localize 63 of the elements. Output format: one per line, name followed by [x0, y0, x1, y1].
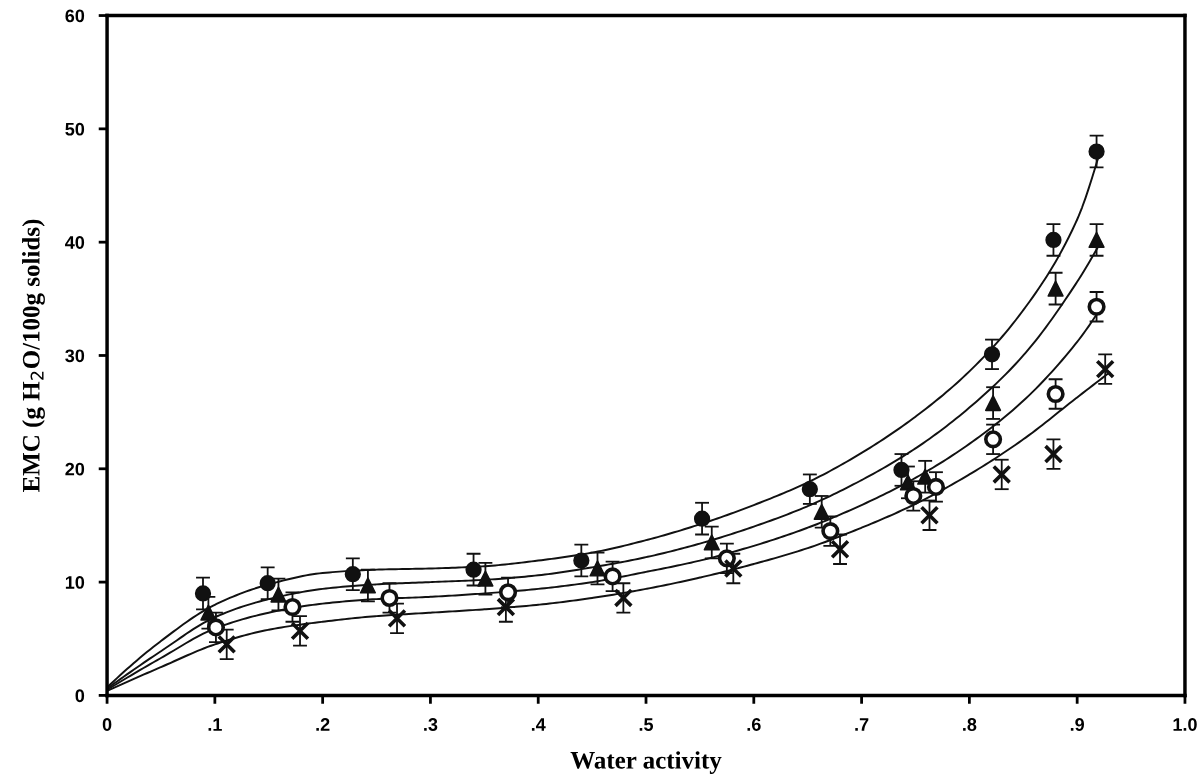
x-tick-label: .8	[963, 718, 977, 731]
point	[991, 464, 1012, 485]
point	[206, 618, 226, 637]
x-tick-label: .9	[1070, 718, 1085, 731]
point	[1047, 280, 1064, 297]
point	[496, 597, 516, 617]
point	[813, 503, 830, 520]
y-tick-label: 60	[65, 9, 85, 23]
point	[1087, 297, 1106, 316]
point	[1095, 359, 1115, 379]
point	[344, 566, 361, 583]
point	[801, 481, 818, 498]
x-tick-label: 1.0	[1173, 718, 1197, 731]
point	[984, 394, 1002, 412]
point	[1046, 384, 1065, 404]
point	[589, 560, 606, 577]
y-tick-label: 0	[75, 689, 85, 703]
x-tick-label: .5	[639, 718, 654, 731]
point	[983, 346, 1001, 363]
y-tick-label: 30	[65, 349, 85, 363]
point	[359, 577, 377, 594]
point	[926, 477, 946, 497]
x-tick-label: .3	[424, 718, 438, 731]
point	[1088, 143, 1105, 160]
y-tick-label: 50	[65, 122, 85, 136]
point	[270, 586, 287, 603]
point	[200, 604, 217, 621]
point	[498, 583, 518, 602]
point	[1088, 231, 1105, 249]
point	[387, 608, 407, 629]
point	[1043, 444, 1064, 464]
x-tick-label: .7	[855, 718, 869, 731]
y-tick-label: 10	[65, 576, 85, 589]
point	[723, 558, 744, 579]
y-tick-label: 40	[65, 236, 85, 249]
point	[821, 522, 840, 541]
x-tick-label: .6	[747, 718, 761, 731]
point	[919, 505, 940, 525]
point	[703, 534, 720, 551]
x-tick-label: .1	[208, 718, 222, 731]
point	[477, 570, 494, 587]
x-tick-label: .4	[531, 718, 546, 731]
point	[693, 510, 711, 527]
point	[904, 486, 923, 506]
point	[1045, 231, 1062, 249]
point	[380, 588, 399, 608]
point	[893, 461, 910, 479]
point	[290, 621, 310, 641]
point	[194, 585, 212, 602]
y-tick-label: 20	[65, 462, 85, 476]
point	[830, 539, 850, 559]
x-axis-title: Water activity	[570, 751, 722, 774]
point	[603, 567, 622, 586]
point	[984, 430, 1003, 449]
point	[216, 634, 237, 655]
point	[573, 552, 590, 569]
point	[465, 561, 482, 578]
y-axis-title: EMC (g H$_{2}$O/100g solids)	[22, 219, 45, 493]
point	[613, 588, 634, 608]
x-tick-label: .2	[316, 718, 330, 731]
point	[259, 575, 276, 592]
x-tick-label: 0	[102, 718, 112, 731]
point	[283, 597, 302, 617]
